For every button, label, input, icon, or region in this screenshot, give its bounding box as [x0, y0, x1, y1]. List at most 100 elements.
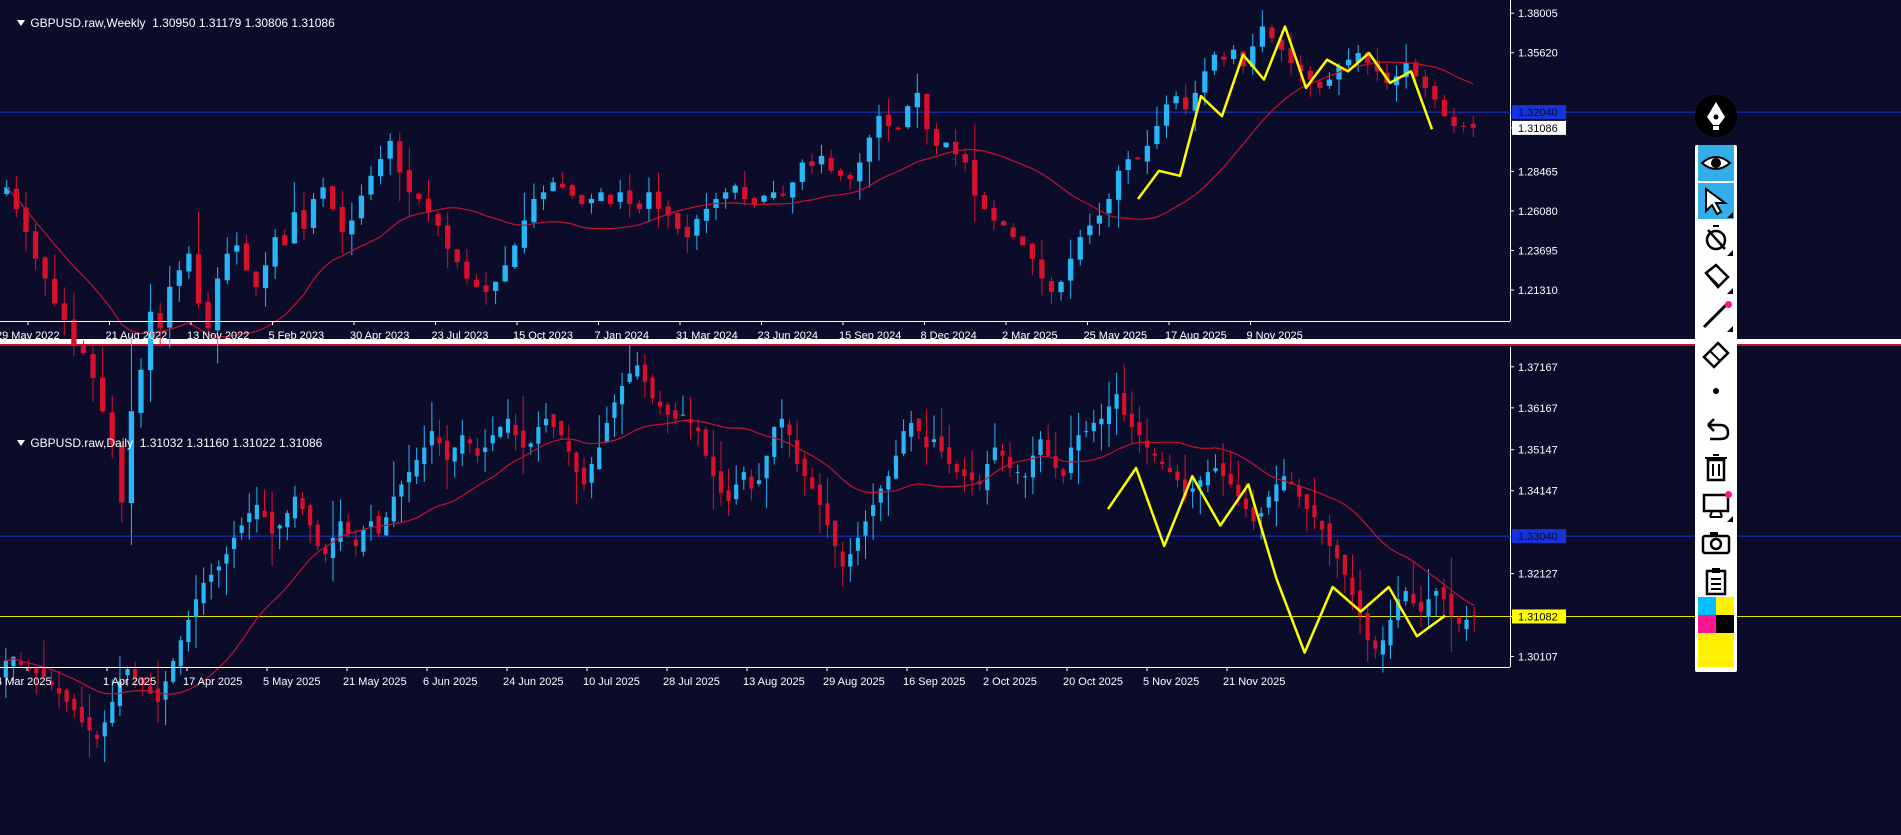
weekly-candle-body	[1259, 26, 1265, 47]
eye-icon[interactable]	[1698, 145, 1734, 181]
weekly-candle-body	[253, 271, 259, 287]
weekly-candle-body	[358, 195, 365, 219]
daily-candle-body	[361, 529, 366, 552]
dot-icon[interactable]	[1698, 373, 1734, 409]
clipboard-icon[interactable]	[1698, 563, 1734, 599]
swatch-cyan[interactable]	[1698, 597, 1716, 615]
undo-icon[interactable]	[1698, 411, 1734, 447]
daily-date-label: 1 Apr 2025	[103, 676, 156, 688]
daily-date-label: 5 Nov 2025	[1143, 676, 1199, 688]
weekly-candle-body	[943, 142, 949, 148]
daily-candle-body	[810, 477, 815, 489]
weekly-candle-body	[425, 198, 432, 213]
weekly-candle-body	[972, 160, 978, 196]
weekly-candle-body	[684, 226, 690, 238]
daily-date-label: 13 Aug 2025	[743, 676, 805, 688]
weekly-candle-body	[770, 192, 777, 199]
weekly-price-label: 1.38005	[1518, 8, 1558, 20]
bucket-icon[interactable]	[1698, 259, 1734, 295]
daily-bid-price-label: 1.31082	[1518, 611, 1558, 623]
daily-candle-body	[947, 447, 952, 464]
daily-candle-body	[1137, 422, 1142, 436]
daily-date-label: 24 Jun 2025	[503, 676, 564, 688]
weekly-candle-body	[1000, 221, 1007, 226]
pen-nib-icon[interactable]	[1695, 95, 1737, 137]
daily-candle-body	[954, 463, 959, 473]
trash-icon[interactable]	[1698, 449, 1734, 485]
daily-candle-body	[3, 660, 8, 678]
weekly-candle-body	[186, 253, 192, 272]
weekly-candle-body	[1096, 215, 1103, 224]
daily-candle-body	[825, 503, 830, 526]
weekly-candle-body	[550, 182, 556, 191]
trend-line-icon[interactable]	[1698, 297, 1734, 333]
collapse-triangle-icon[interactable]	[17, 20, 26, 26]
daily-candle-body	[1008, 456, 1013, 469]
weekly-candle-body	[857, 162, 863, 182]
daily-level-label-bg	[1512, 529, 1566, 544]
monitor-icon[interactable]	[1698, 487, 1734, 523]
daily-candle-body	[1038, 439, 1043, 455]
color-palette[interactable]	[1698, 597, 1734, 669]
weekly-candle-body	[368, 175, 374, 195]
daily-candle-body	[490, 435, 495, 444]
swatch-black[interactable]	[1716, 615, 1734, 633]
swatch-magenta[interactable]	[1698, 615, 1716, 633]
weekly-candle-body	[1413, 62, 1419, 77]
weekly-candle-body	[828, 157, 834, 171]
weekly-candle-body	[1010, 227, 1016, 238]
daily-candle-body	[1434, 591, 1439, 596]
daily-candle-body	[1297, 485, 1302, 497]
weekly-candle-body	[1183, 97, 1189, 110]
weekly-candle-body	[138, 369, 144, 413]
weekly-candle-body	[531, 198, 537, 223]
daily-candle-body	[924, 436, 929, 448]
daily-candle-body	[1190, 488, 1195, 492]
daily-candle-body	[658, 401, 663, 407]
eraser-icon[interactable]	[1698, 335, 1734, 371]
drawing-toolbar	[1695, 145, 1737, 672]
daily-candle-body	[962, 469, 967, 477]
weekly-current-price-bg	[1512, 120, 1566, 135]
daily-candle-body	[916, 418, 921, 432]
daily-candle-body	[1380, 640, 1385, 655]
daily-candle-body	[1205, 472, 1210, 486]
daily-date-label: 28 Jul 2025	[663, 676, 720, 688]
crossed-tool-icon[interactable]	[1698, 221, 1734, 257]
daily-candle-body	[642, 364, 647, 382]
weekly-candle-body	[215, 278, 221, 331]
weekly-candle-body	[1451, 116, 1457, 127]
daily-candle-body	[1160, 461, 1165, 464]
daily-moving-average	[5, 419, 1475, 695]
weekly-candle-body	[540, 192, 547, 200]
weekly-date-label: 23 Jul 2023	[432, 330, 489, 342]
selected-color[interactable]	[1698, 633, 1734, 667]
daily-candle-body	[444, 440, 450, 460]
weekly-candle-body	[90, 354, 96, 379]
weekly-date-label: 15 Sep 2024	[839, 330, 901, 342]
daily-candle-body	[437, 437, 442, 444]
weekly-candle-body	[1345, 59, 1352, 66]
camera-icon[interactable]	[1698, 525, 1734, 561]
daily-date-label: 16 Sep 2025	[903, 676, 965, 688]
daily-candle-body	[254, 504, 259, 520]
daily-candle-body	[1403, 591, 1408, 602]
weekly-price-label: 1.26080	[1518, 206, 1558, 218]
weekly-candle-body	[167, 286, 173, 328]
daily-bid-price-bg	[1512, 609, 1566, 624]
weekly-candle-body	[722, 192, 729, 199]
weekly-title: GBPUSD.raw,Weekly 1.30950 1.31179 1.3080…	[30, 16, 335, 30]
daily-candle-body	[543, 418, 549, 426]
daily-candle-body	[787, 424, 792, 436]
pane-separator-red	[0, 344, 1901, 346]
weekly-date-label: 21 Aug 2022	[106, 330, 168, 342]
swatch-yellow[interactable]	[1716, 597, 1734, 615]
weekly-candle-body	[1106, 198, 1112, 214]
collapse-triangle-icon[interactable]	[17, 440, 26, 446]
cursor-arrow-icon[interactable]	[1698, 183, 1734, 219]
daily-candle-body	[231, 537, 237, 549]
weekly-candle-body	[1163, 104, 1170, 126]
weekly-candle-body	[1441, 99, 1448, 117]
weekly-candle-body	[1115, 170, 1122, 200]
